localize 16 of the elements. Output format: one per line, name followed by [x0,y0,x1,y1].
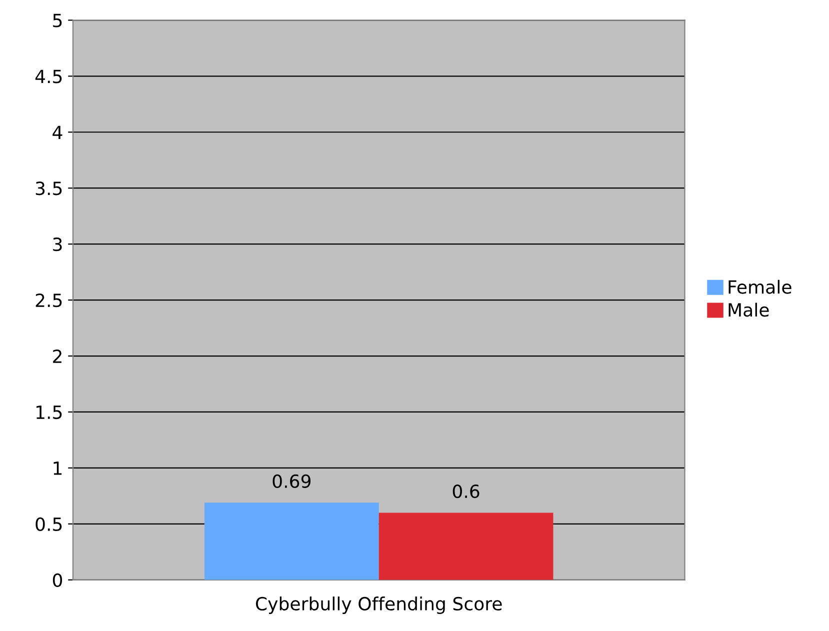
legend-label: Male [728,302,769,317]
y-tick-label: 3 [53,238,62,252]
data-label: 0.6 [452,484,480,498]
y-tick-label: 4 [52,126,62,139]
y-tick-label: 2 [53,349,62,363]
y-tick-label: 5 [53,14,62,28]
x-tick-label: Cyberbully Offending Score [256,596,502,614]
y-tick-label: 1 [54,462,62,475]
y-tick-label: 0 [52,573,62,588]
y-tick-label: 0.5 [36,517,62,532]
data-label: 0.69 [272,474,311,488]
y-tick-label: 1.5 [36,406,62,420]
y-tick-label: 2.5 [36,294,62,308]
legend-label: Female [728,280,792,294]
y-tick-label: 3.5 [36,182,62,196]
y-tick-label: 4.5 [35,70,62,84]
